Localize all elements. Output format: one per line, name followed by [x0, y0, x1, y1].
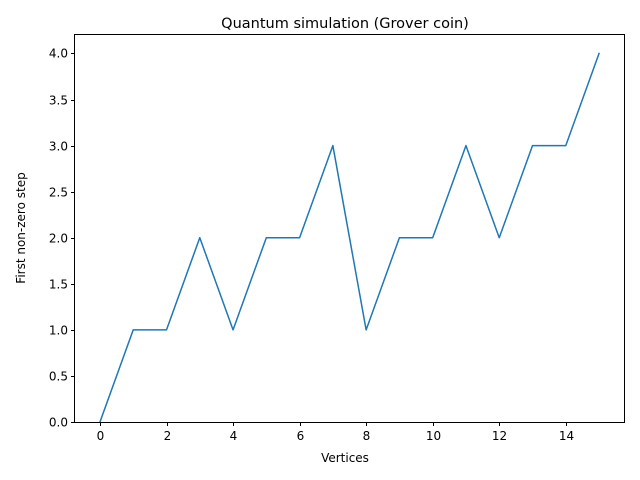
x-tick-label: 10: [426, 429, 441, 443]
x-tick-label: 0: [97, 429, 105, 443]
x-tick-label: 8: [363, 429, 371, 443]
y-tick-label: 0.5: [49, 370, 68, 384]
y-axis: 0.0 0.5 1.0 1.5 2.0 2.5 3.0 3.5 4.0: [49, 47, 75, 430]
chart-title: Quantum simulation (Grover coin): [221, 16, 469, 32]
y-axis-label: First non-zero step: [14, 172, 28, 283]
y-tick-label: 1.0: [49, 324, 68, 338]
x-tick-label: 4: [230, 429, 238, 443]
series-line-0: [98, 52, 601, 423]
plot-area: [98, 52, 601, 423]
y-tick-label: 4.0: [49, 47, 68, 61]
y-tick-label: 2.5: [49, 186, 68, 200]
x-tick-label: 12: [492, 429, 507, 443]
y-tick-label: 2.0: [49, 232, 68, 246]
axes-frame: [74, 34, 625, 423]
x-tick-label: 2: [164, 429, 172, 443]
y-tick-label: 3.0: [49, 140, 68, 154]
x-tick-label: 6: [297, 429, 305, 443]
x-tick-label: 14: [559, 429, 574, 443]
y-tick-label: 0.0: [49, 416, 68, 430]
y-tick-label: 3.5: [49, 94, 68, 108]
x-axis-label: Vertices: [321, 451, 369, 465]
y-tick-label: 1.5: [49, 278, 68, 292]
